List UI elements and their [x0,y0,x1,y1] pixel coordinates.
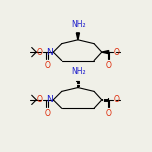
Text: O: O [113,48,119,57]
Text: N: N [46,48,52,57]
Polygon shape [76,33,79,40]
Text: O: O [106,109,112,118]
Text: O: O [44,109,50,118]
Text: O: O [37,48,42,57]
Polygon shape [102,51,109,54]
Text: N: N [46,95,52,104]
Text: O: O [37,95,42,104]
Text: NH₂: NH₂ [71,20,86,29]
Text: O: O [44,61,50,70]
Text: O: O [106,61,112,70]
Text: NH₂: NH₂ [71,67,86,76]
Text: O: O [113,95,119,104]
